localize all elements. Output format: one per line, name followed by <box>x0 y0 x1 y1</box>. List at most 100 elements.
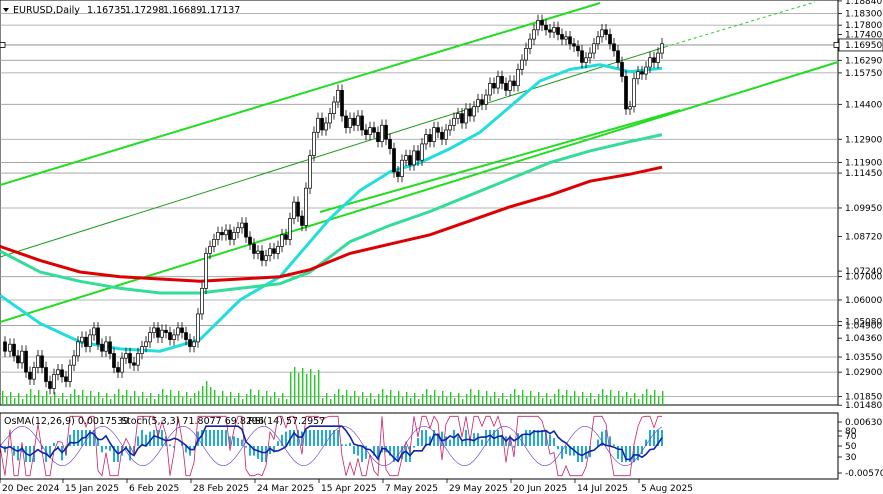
candle-body <box>564 36 568 40</box>
volume-bar <box>506 399 508 405</box>
volume-bar <box>146 398 148 405</box>
candle-body <box>152 327 156 333</box>
volume-bar <box>482 396 484 405</box>
volume-bar <box>530 391 532 405</box>
volume-bar <box>442 391 444 405</box>
osma-bar <box>333 430 335 446</box>
header-close: 1.17137 <box>201 5 240 16</box>
volume-bar <box>294 367 296 405</box>
osma-bar <box>377 446 379 458</box>
volume-bar <box>534 397 536 405</box>
osma-bar <box>149 431 151 446</box>
volume-bar <box>270 397 272 405</box>
candle-body <box>60 369 64 378</box>
osma-bar <box>353 446 355 454</box>
oscillator-series <box>0 415 663 477</box>
osma-bar <box>525 430 527 446</box>
candle-body <box>16 355 20 364</box>
osma-bar <box>73 430 75 446</box>
candle-body <box>584 57 588 63</box>
candle-body <box>256 250 260 254</box>
candle-body <box>468 108 472 117</box>
volume-bar <box>350 396 352 405</box>
osma-bar <box>89 430 91 446</box>
rsi-label: RSI(14) 57.2957 <box>248 416 325 427</box>
candle-body <box>76 341 80 357</box>
candle-body <box>464 108 468 124</box>
candle-body <box>420 143 424 161</box>
volume-bar <box>382 389 384 405</box>
candle-body <box>556 27 560 35</box>
volume-bar <box>266 391 268 405</box>
price-tick-label: 1.18840 <box>845 0 882 7</box>
osma-bar <box>273 446 275 453</box>
candle-body <box>88 334 92 347</box>
osma-bar <box>553 438 555 446</box>
candle-body <box>220 232 224 236</box>
volume-bar <box>574 391 576 405</box>
candle-body <box>208 246 212 254</box>
candle-body <box>608 34 612 45</box>
stoch-main-line <box>0 415 662 477</box>
candle-body <box>188 339 192 347</box>
osma-bar <box>425 430 427 446</box>
volume-bar <box>258 390 260 405</box>
candle-body <box>192 341 196 347</box>
volume-bar <box>618 391 620 405</box>
date-tick-label: 15 Apr 2025 <box>321 484 377 494</box>
candle-body <box>416 150 420 161</box>
volume-bar <box>330 399 332 405</box>
price-tick-label: 1.16290 <box>845 56 882 66</box>
osma-bar <box>349 442 351 446</box>
candle-body <box>108 341 112 354</box>
osc-tick-label: 80 <box>845 427 857 437</box>
volume-bar <box>130 396 132 405</box>
candle-body <box>440 131 444 140</box>
volume-bar <box>182 397 184 405</box>
osma-bar <box>645 439 647 446</box>
candle-body <box>252 243 256 254</box>
candle-body <box>292 201 296 219</box>
candle-body <box>612 43 616 52</box>
candle-body <box>432 127 436 142</box>
candle-body <box>368 127 372 135</box>
volume-bar <box>550 399 552 405</box>
candle-body <box>448 124 452 131</box>
volume-bar <box>418 399 420 405</box>
osma-bar <box>621 446 623 462</box>
volume-bar <box>646 389 648 405</box>
volume-bar <box>426 389 428 405</box>
volume-bar <box>262 396 264 405</box>
candle-body <box>344 115 348 128</box>
candle-body <box>80 336 84 343</box>
date-tick-label: 24 Mar 2025 <box>257 484 314 494</box>
volume-bar <box>610 390 612 405</box>
osma-bar <box>213 430 215 446</box>
main-panel-frame <box>0 0 839 406</box>
candle-body <box>568 36 572 45</box>
date-axis: 20 Dec 2024 15 Jan 2025 6 Feb 2025 28 Feb 2… <box>0 479 693 494</box>
osma-bar <box>193 446 195 448</box>
osma-bar <box>185 446 187 453</box>
candle-body <box>104 341 108 352</box>
candle-body <box>44 367 48 382</box>
candle-body <box>3 341 7 352</box>
volume-bar <box>326 393 328 405</box>
osma-bar <box>393 446 395 462</box>
osma-bar <box>77 430 79 446</box>
osma-bar <box>481 439 483 446</box>
date-tick-label: 28 Feb 2025 <box>193 484 249 494</box>
volume-bar <box>558 389 560 405</box>
osma-bar <box>437 433 439 446</box>
candles <box>3 14 664 395</box>
stoch-label: Stoch(5,3,3) 71.8077 69.8296 <box>121 416 264 427</box>
volume-bar <box>470 389 472 405</box>
osma-bar <box>161 430 163 446</box>
osma-bar <box>221 430 223 446</box>
candle-body <box>140 346 144 354</box>
volume-bar <box>102 398 104 405</box>
volume-bar <box>226 397 228 405</box>
candle-body <box>312 131 316 156</box>
volume-bar <box>462 399 464 405</box>
candle-body <box>456 113 460 119</box>
